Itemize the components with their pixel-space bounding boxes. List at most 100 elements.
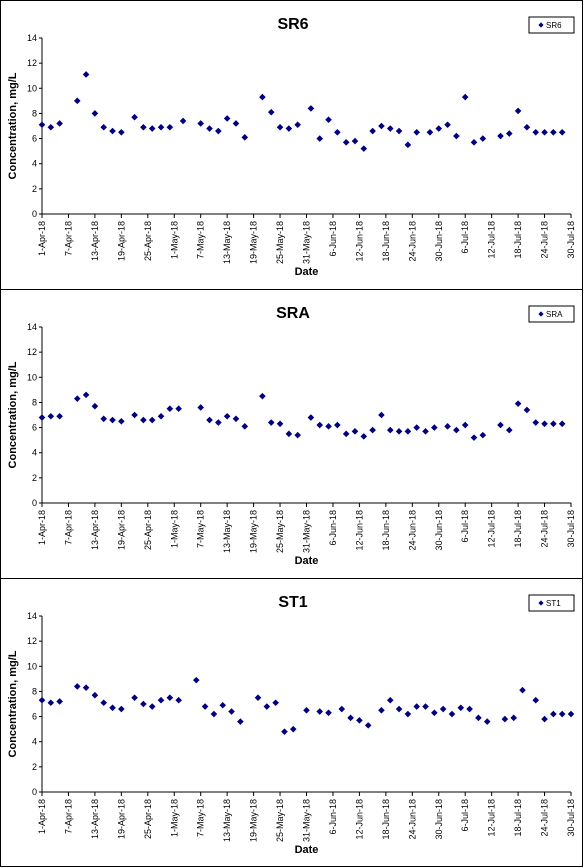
data-point: [254, 694, 262, 702]
x-tick-label: 13-Apr-18: [90, 799, 100, 839]
data-point: [131, 113, 138, 121]
data-point: [223, 412, 231, 420]
data-point: [413, 703, 421, 710]
x-axis-label: Date: [295, 266, 319, 278]
data-point: [461, 93, 469, 101]
data-point: [140, 123, 147, 131]
x-tick-label: 12-Jul-18: [487, 221, 497, 259]
data-point: [342, 430, 350, 438]
data-point: [91, 402, 99, 410]
x-tick-label: 30-Jul-18: [566, 221, 576, 259]
x-tick-label: 1-May-18: [169, 221, 179, 259]
x-tick-label: 30-Jun-18: [434, 799, 444, 840]
data-point: [73, 97, 81, 105]
data-point: [175, 405, 182, 413]
data-point: [109, 416, 116, 424]
data-point: [148, 703, 156, 710]
x-tick-label: 25-Apr-18: [143, 799, 153, 839]
data-point: [386, 696, 394, 704]
data-point: [422, 428, 429, 435]
x-tick-label: 25-May-18: [275, 510, 285, 553]
data-point: [404, 141, 412, 149]
data-point: [38, 696, 46, 704]
data-point: [118, 705, 125, 713]
data-point: [351, 137, 359, 145]
legend: SRA: [528, 305, 575, 323]
data-point: [470, 434, 478, 441]
data-point: [206, 416, 213, 424]
data-point: [157, 696, 165, 704]
data-point: [100, 415, 108, 423]
data-point: [444, 121, 451, 129]
data-point: [118, 417, 125, 425]
data-point: [426, 128, 434, 136]
x-tick-label: 19-Apr-18: [116, 510, 126, 550]
x-tick-label: 12-Jul-18: [487, 799, 497, 837]
data-point: [519, 686, 526, 694]
data-point: [523, 123, 531, 131]
x-tick-label: 24-Jul-18: [540, 221, 550, 259]
data-point: [386, 426, 394, 434]
data-point: [215, 127, 222, 135]
legend: ST1: [528, 594, 575, 612]
x-tick-label: 19-May-18: [249, 221, 259, 264]
y-tick-label: 12: [27, 636, 37, 646]
data-point: [453, 132, 460, 140]
x-tick-label: 7-Apr-18: [63, 799, 73, 834]
data-point: [241, 423, 249, 430]
data-point: [82, 684, 90, 691]
data-point: [356, 717, 363, 724]
data-point: [369, 127, 376, 135]
data-point: [510, 714, 517, 722]
chart-sra: SRA 0 2 4 6 8 10 12 14 1-Apr-18 7-Apr-18 13-Apr-18 1…: [7, 305, 576, 567]
data-point: [532, 128, 540, 136]
data-point: [215, 419, 222, 426]
x-tick-label: 6-Jul-18: [460, 510, 470, 543]
data-point: [523, 406, 531, 414]
x-tick-label: 7-May-18: [196, 799, 206, 837]
data-point: [263, 703, 271, 710]
data-point: [131, 411, 138, 419]
legend-box: [528, 305, 575, 323]
legend-box: [528, 594, 575, 612]
x-tick-label: 6-Jun-18: [328, 799, 338, 835]
legend-marker: [538, 22, 544, 28]
data-point: [351, 428, 359, 435]
data-point: [558, 710, 566, 718]
data-point: [567, 710, 575, 718]
legend-marker: [538, 600, 544, 606]
x-tick-label: 24-Jun-18: [407, 510, 417, 551]
data-point: [197, 404, 204, 411]
x-tick-label: 13-May-18: [222, 510, 232, 553]
data-point: [378, 706, 385, 714]
chart-panel-st1: ST1 0 2 4 6 8 10 12 14 1-Apr-18 7-Apr-18 13-Apr-18 1…: [0, 578, 583, 867]
data-point: [118, 128, 125, 136]
chart-panel-sra: SRA 0 2 4 6 8 10 12 14 1-Apr-18 7-Apr-18 13-Apr-18 1…: [0, 289, 583, 579]
data-point: [272, 699, 279, 707]
x-tick-label: 12-Jun-18: [354, 221, 364, 262]
y-tick-label: 4: [32, 737, 37, 747]
x-tick-label: 24-Jul-18: [540, 799, 550, 837]
y-tick-label: 6: [32, 423, 37, 433]
x-tick-label: 25-May-18: [275, 221, 285, 264]
chart-title: SR6: [277, 16, 308, 33]
data-point: [201, 703, 209, 710]
data-point: [289, 725, 297, 733]
data-point: [56, 120, 63, 127]
x-tick-label: 19-May-18: [249, 510, 259, 553]
y-tick-label: 4: [32, 448, 37, 458]
data-point: [479, 135, 487, 142]
data-point: [148, 416, 156, 424]
y-axis-label: Concentration, mg/L: [7, 650, 19, 757]
data-point: [259, 392, 266, 400]
chart-panel-sr6: SR6 0 2 4 6 8 10 12 14 1-Apr-18 7-Apr-18 13-Apr-18 1…: [0, 0, 583, 290]
chart-title: SRA: [276, 305, 310, 322]
data-point: [157, 123, 165, 131]
data-point: [259, 93, 266, 101]
data-point: [457, 704, 465, 712]
data-point: [241, 134, 249, 141]
y-tick-label: 8: [32, 686, 37, 696]
data-point: [501, 715, 509, 723]
data-point: [461, 421, 469, 429]
x-tick-label: 1-Apr-18: [37, 510, 47, 545]
